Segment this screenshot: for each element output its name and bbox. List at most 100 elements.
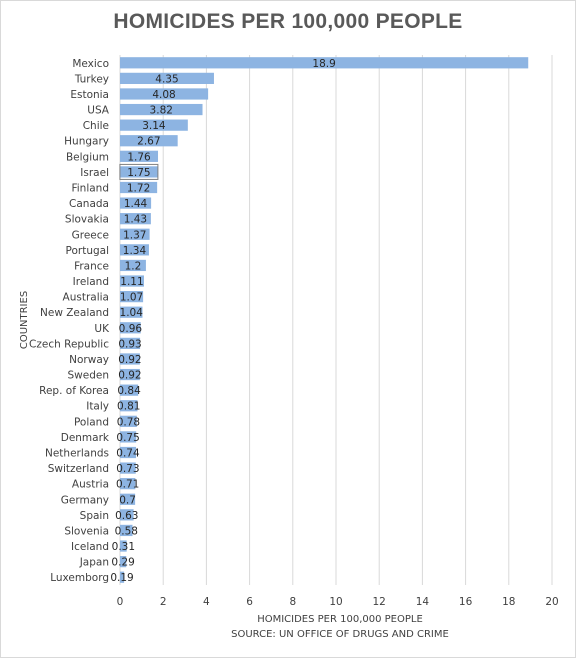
x-tick-label: 18 <box>502 596 515 608</box>
x-axis-title: HOMICIDES PER 100,000 PEOPLE <box>257 614 423 625</box>
data-label: 1.72 <box>127 183 150 195</box>
data-label: 2.67 <box>137 136 160 148</box>
category-label: Estonia <box>70 89 109 101</box>
category-label: Canada <box>69 198 109 210</box>
bar <box>120 524 133 537</box>
bar <box>120 337 141 349</box>
data-label: 18.9 <box>312 58 335 70</box>
category-label: Sweden <box>68 370 110 382</box>
bar <box>120 571 125 583</box>
x-tick-label: 4 <box>203 596 210 608</box>
category-label: Slovenia <box>64 525 109 537</box>
category-label: Australia <box>63 292 109 304</box>
category-label: France <box>74 260 109 272</box>
data-label: 0.63 <box>115 510 138 522</box>
x-tick-label: 0 <box>117 596 124 608</box>
category-label: Turkey <box>74 73 109 85</box>
category-label: Italy <box>86 401 109 413</box>
bar <box>120 88 209 100</box>
bar <box>120 181 158 194</box>
data-label: 0.96 <box>119 323 143 335</box>
data-label: 0.58 <box>115 525 138 537</box>
bar <box>120 57 529 69</box>
category-label: Chile <box>83 120 109 132</box>
category-label: Japan <box>79 557 109 569</box>
category-label: Luxemborg <box>50 572 109 584</box>
category-label: Hungary <box>64 136 109 148</box>
bar <box>120 150 159 162</box>
category-label: Portugal <box>66 245 110 257</box>
data-label: 0.31 <box>112 541 135 553</box>
data-label: 3.82 <box>150 105 173 117</box>
bar <box>120 478 136 490</box>
data-label: 1.75 <box>127 167 150 179</box>
data-label: 0.92 <box>118 370 141 382</box>
x-tick-label: 10 <box>329 596 342 608</box>
bar <box>120 509 134 521</box>
x-tick-label: 2 <box>160 596 167 608</box>
bar <box>120 244 149 256</box>
bar <box>120 493 136 505</box>
data-label: 0.78 <box>117 416 140 428</box>
data-label: 1.11 <box>120 276 143 288</box>
bar <box>120 228 150 240</box>
bar <box>120 259 146 272</box>
x-tick-label: 14 <box>416 596 430 608</box>
bar <box>120 446 136 459</box>
bar <box>120 103 203 116</box>
data-label: 1.2 <box>125 260 142 272</box>
category-label: New Zealand <box>40 307 109 319</box>
chart-title: HOMICIDES PER 100,000 PEOPLE <box>113 10 463 33</box>
data-label-box <box>119 163 159 180</box>
category-label: Greece <box>72 229 109 241</box>
bar <box>120 275 144 287</box>
bar <box>120 368 140 381</box>
bar <box>120 119 188 131</box>
bar <box>120 353 140 365</box>
bar <box>120 72 214 84</box>
bar <box>120 166 158 178</box>
category-label: Israel <box>80 167 109 179</box>
category-label: Mexico <box>72 58 109 70</box>
category-label: Germany <box>61 494 109 506</box>
category-label: Netherlands <box>45 448 109 460</box>
data-label: 0.84 <box>117 385 141 397</box>
data-label: 0.92 <box>118 354 141 366</box>
category-label: Denmark <box>61 432 110 444</box>
bar <box>120 291 144 303</box>
x-tick-label: 16 <box>459 596 473 608</box>
bar <box>120 384 139 396</box>
x-tick-label: 8 <box>289 596 296 608</box>
category-label: UK <box>94 323 110 335</box>
category-label: Rep. of Korea <box>39 385 109 397</box>
x-tick-label: 6 <box>246 596 253 608</box>
category-label: Belgium <box>66 151 109 163</box>
category-label: Poland <box>74 416 109 428</box>
bar <box>120 400 138 412</box>
bar <box>120 213 151 225</box>
data-label: 1.34 <box>123 245 147 257</box>
data-label: 0.73 <box>116 463 139 475</box>
bar <box>120 431 137 443</box>
bar <box>120 135 178 147</box>
data-label: 1.43 <box>124 214 147 226</box>
data-label: 1.07 <box>120 292 143 304</box>
bar <box>120 462 136 474</box>
x-tick-label: 12 <box>373 596 386 608</box>
data-label: 0.75 <box>116 432 139 444</box>
data-label: 0.93 <box>118 338 141 350</box>
category-label: Switzerland <box>48 463 109 475</box>
category-label: Czech Republic <box>29 338 109 350</box>
source-note: SOURCE: UN OFFICE OF DRUGS AND CRIME <box>231 629 449 640</box>
data-label: 1.44 <box>124 198 148 210</box>
data-label: 1.76 <box>127 151 151 163</box>
data-label: 1.04 <box>120 307 144 319</box>
data-label: 0.81 <box>117 401 140 413</box>
data-label: 1.37 <box>123 229 146 241</box>
category-label: Austria <box>72 479 109 491</box>
category-label: Norway <box>69 354 109 366</box>
bar <box>120 322 141 334</box>
bar <box>120 306 143 318</box>
data-label: 3.14 <box>142 120 166 132</box>
